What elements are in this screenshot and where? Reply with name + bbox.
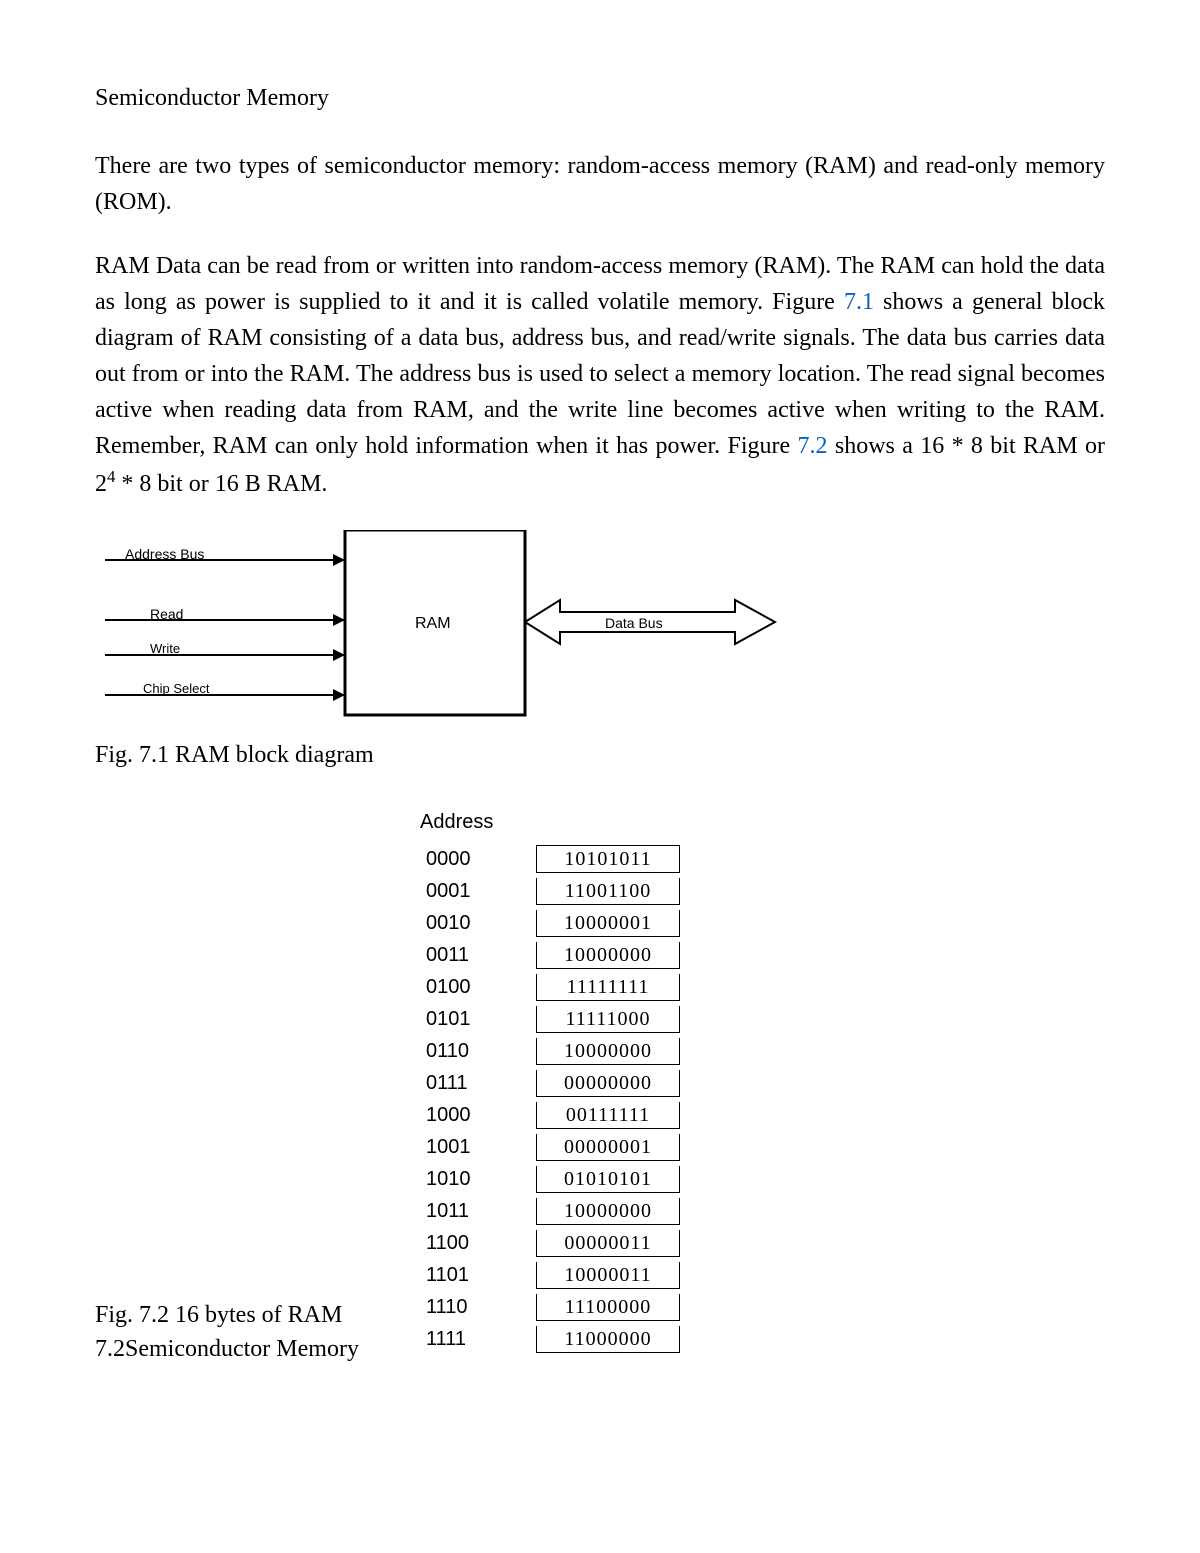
data-cell: 11100000 bbox=[536, 1294, 680, 1321]
label-write: Write bbox=[150, 639, 180, 659]
address-cell: 0010 bbox=[420, 907, 536, 939]
caption-fig-7-1: Fig. 7.1 RAM block diagram bbox=[95, 737, 1105, 773]
address-cell: 1101 bbox=[420, 1259, 536, 1291]
memory-row: 100100000001 bbox=[420, 1131, 680, 1163]
memory-table-wrap: Address 00001010101100011100110000101000… bbox=[95, 807, 1105, 1355]
address-cell: 0001 bbox=[420, 875, 536, 907]
address-cell: 1010 bbox=[420, 1163, 536, 1195]
data-cell: 10000000 bbox=[536, 942, 680, 969]
memory-row: 011010000000 bbox=[420, 1035, 680, 1067]
figure-7-1-diagram: Address Bus Read Write Chip Select RAM D… bbox=[95, 530, 875, 725]
data-cell: 11111000 bbox=[536, 1006, 680, 1033]
data-cell: 10101011 bbox=[536, 845, 680, 873]
paragraph-2: RAM Data can be read from or written int… bbox=[95, 248, 1105, 502]
memory-row: 000111001100 bbox=[420, 875, 680, 907]
memory-row: 000010101011 bbox=[420, 843, 680, 875]
data-cell: 10000000 bbox=[536, 1038, 680, 1065]
memory-row: 110110000011 bbox=[420, 1259, 680, 1291]
label-read: Read bbox=[150, 604, 183, 625]
address-cell: 1001 bbox=[420, 1131, 536, 1163]
label-chip-select: Chip Select bbox=[143, 679, 209, 699]
memory-row: 111011100000 bbox=[420, 1291, 680, 1323]
memory-row: 110000000011 bbox=[420, 1227, 680, 1259]
memory-row: 011100000000 bbox=[420, 1067, 680, 1099]
data-cell: 00111111 bbox=[536, 1102, 680, 1129]
memory-row: 111111000000 bbox=[420, 1323, 680, 1355]
memory-row: 101001010101 bbox=[420, 1163, 680, 1195]
memory-row: 001110000000 bbox=[420, 939, 680, 971]
data-cell: 11000000 bbox=[536, 1326, 680, 1353]
label-ram: RAM bbox=[415, 612, 451, 636]
address-cell: 1111 bbox=[420, 1323, 536, 1355]
address-cell: 0100 bbox=[420, 971, 536, 1003]
data-cell: 00000001 bbox=[536, 1134, 680, 1161]
figure-ref-7-2[interactable]: 7.2 bbox=[798, 433, 828, 459]
data-cell: 10000000 bbox=[536, 1198, 680, 1225]
address-cell: 0011 bbox=[420, 939, 536, 971]
data-cell: 11111111 bbox=[536, 974, 680, 1001]
data-cell: 01010101 bbox=[536, 1166, 680, 1193]
address-cell: 0000 bbox=[420, 843, 536, 875]
address-cell: 0111 bbox=[420, 1067, 536, 1099]
memory-row: 010011111111 bbox=[420, 971, 680, 1003]
page-title: Semiconductor Memory bbox=[95, 80, 1105, 116]
data-cell: 11001100 bbox=[536, 878, 680, 905]
para2-part-d: * 8 bit or 16 B RAM. bbox=[115, 471, 327, 497]
memory-row: 100000111111 bbox=[420, 1099, 680, 1131]
address-cell: 1100 bbox=[420, 1227, 536, 1259]
data-cell: 00000000 bbox=[536, 1070, 680, 1097]
memory-table: Address 00001010101100011100110000101000… bbox=[420, 807, 680, 1355]
address-cell: 1011 bbox=[420, 1195, 536, 1227]
data-cell: 10000001 bbox=[536, 910, 680, 937]
address-cell: 1000 bbox=[420, 1099, 536, 1131]
label-address-bus: Address Bus bbox=[125, 544, 204, 565]
paragraph-1: There are two types of semiconductor mem… bbox=[95, 148, 1105, 220]
address-cell: 1110 bbox=[420, 1291, 536, 1323]
document-page: Semiconductor Memory There are two types… bbox=[0, 0, 1200, 1553]
address-cell: 0101 bbox=[420, 1003, 536, 1035]
label-data-bus: Data Bus bbox=[605, 613, 663, 634]
memory-row: 010111111000 bbox=[420, 1003, 680, 1035]
address-header: Address bbox=[420, 807, 680, 837]
memory-row: 101110000000 bbox=[420, 1195, 680, 1227]
figure-ref-7-1[interactable]: 7.1 bbox=[844, 289, 874, 315]
data-cell: 10000011 bbox=[536, 1262, 680, 1289]
data-cell: 00000011 bbox=[536, 1230, 680, 1257]
memory-row: 001010000001 bbox=[420, 907, 680, 939]
address-cell: 0110 bbox=[420, 1035, 536, 1067]
